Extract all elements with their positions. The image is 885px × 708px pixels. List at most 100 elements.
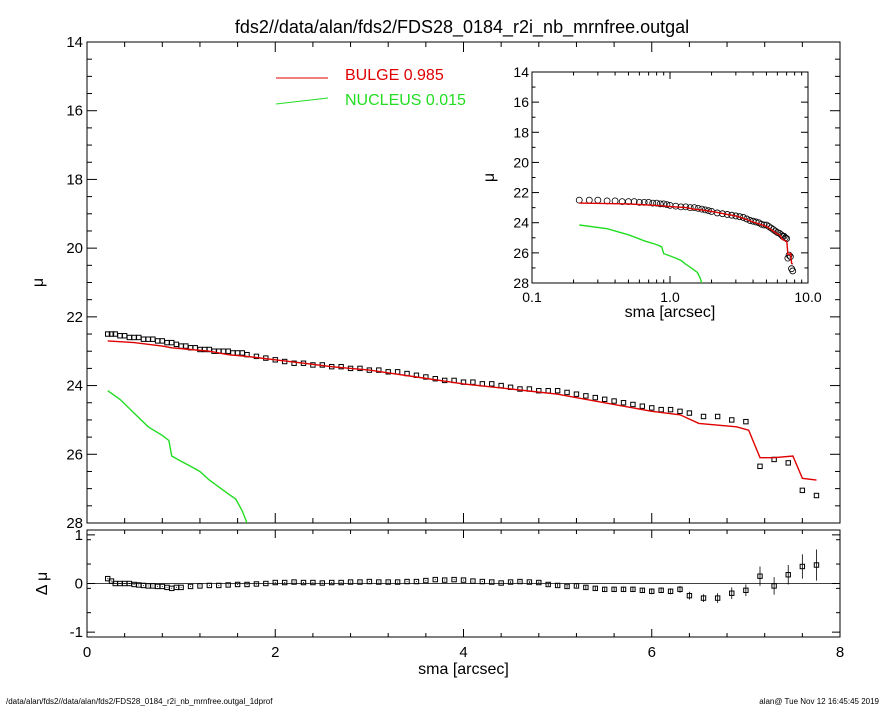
residual-series-residual-point xyxy=(404,578,410,585)
main-series-data-point xyxy=(183,343,189,349)
main-series-data-point xyxy=(667,406,674,413)
residual-series-residual-point xyxy=(225,582,231,588)
residual-series-residual-point xyxy=(460,577,467,583)
main-series-data-point xyxy=(140,336,147,342)
inset-ytick-label: 26 xyxy=(513,245,529,261)
residual-series-residual-point xyxy=(423,577,429,584)
main-ytick-label: 28 xyxy=(66,515,83,532)
main-series-data-point xyxy=(169,339,175,346)
main-ytick-label: 26 xyxy=(66,446,83,463)
residual-series-residual-point xyxy=(729,590,735,596)
residual-series-residual-point xyxy=(743,587,749,594)
main-series-data-point xyxy=(489,381,495,387)
residual-x-axis-label: sma [arcsec] xyxy=(418,661,509,678)
residual-series-residual-point xyxy=(357,579,363,585)
main-series-data-point xyxy=(126,334,133,341)
main-series-data-point xyxy=(658,406,664,413)
residual-series-residual-point xyxy=(338,579,344,586)
inset-y-axis-label: μ xyxy=(481,173,498,182)
main-series-data-point xyxy=(131,334,137,341)
main-panel: 14 16 18 20 22 24 26 28 μ xyxy=(30,34,841,532)
residual-series-residual-point xyxy=(630,586,636,593)
chart-title: fds2//data/alan/fds2/FDS28_0184_r2i_nb_m… xyxy=(235,17,689,38)
residual-xtick-label: 8 xyxy=(836,644,844,661)
residual-series-residual-point xyxy=(394,579,401,585)
residual-series-residual-point xyxy=(300,579,307,586)
main-series-data-point xyxy=(686,410,693,416)
residual-series-residual-point xyxy=(432,576,438,583)
main-series-data-point xyxy=(639,403,646,409)
main-series-data-point xyxy=(164,339,170,346)
residual-ytick-label: 1 xyxy=(75,527,83,544)
residual-series-residual-point xyxy=(507,579,514,585)
inset-x-axis-label: sma [arcsec] xyxy=(625,304,716,321)
inset-series-data-point xyxy=(594,196,602,204)
inset-ytick-label: 16 xyxy=(513,94,529,110)
inset-ytick-label: 18 xyxy=(513,124,529,140)
residual-series-residual-point xyxy=(658,587,664,594)
main-series-data-point xyxy=(239,350,246,356)
residual-series-residual-point xyxy=(813,562,820,568)
main-series-data-point xyxy=(813,492,820,499)
residual-series-residual-point xyxy=(216,582,222,589)
inset-series-data-point xyxy=(663,201,671,209)
main-series-data-point xyxy=(757,463,763,470)
residual-series-residual-point xyxy=(244,581,250,588)
inset-frame xyxy=(531,71,809,284)
residual-series-residual-point xyxy=(700,595,707,601)
residual-series-residual-point xyxy=(677,586,683,593)
main-series-data-point xyxy=(620,400,627,406)
residual-series-residual-point xyxy=(799,563,806,570)
residual-series-residual-point xyxy=(451,576,457,583)
main-ytick-label: 22 xyxy=(66,309,83,326)
main-series-data-point xyxy=(136,334,142,341)
inset-series-bulge-line xyxy=(579,202,794,265)
inset-series-data-point xyxy=(653,199,661,207)
residual-series-residual-point xyxy=(545,581,551,588)
residual-series-residual-point xyxy=(366,578,373,585)
main-series-data-point xyxy=(536,388,542,394)
residual-series-residual-point xyxy=(291,579,297,585)
residual-series-residual-point xyxy=(667,588,674,594)
inset-xtick-label: 10.0 xyxy=(794,289,821,305)
main-series-data-point xyxy=(432,376,438,382)
residual-series-residual-point xyxy=(592,585,598,592)
residual-series-residual-point xyxy=(479,578,486,585)
main-ytick-label: 18 xyxy=(66,171,83,188)
residual-series-residual-point xyxy=(281,579,288,586)
main-series-data-point xyxy=(253,353,260,360)
residual-series-residual-point xyxy=(178,584,184,591)
inset-series-data-point xyxy=(789,267,797,275)
residual-series-residual-point xyxy=(347,579,354,585)
main-series-data-point xyxy=(601,396,608,403)
main-series-bulge-line xyxy=(107,340,817,481)
main-series-data-point xyxy=(611,398,617,404)
residual-series-residual-point xyxy=(206,582,213,589)
inset-series-data-point xyxy=(575,196,583,204)
main-series-data-point xyxy=(729,417,735,423)
residual-series-residual-point xyxy=(376,579,382,585)
residual-series-residual-point xyxy=(601,586,608,593)
residual-series-residual-point xyxy=(263,580,269,587)
main-series-data-point xyxy=(105,331,111,337)
inset-xtick-label: 0.1 xyxy=(522,289,542,305)
main-series-nucleus-line xyxy=(107,390,248,523)
main-series-data-point xyxy=(714,413,721,420)
residual-series-residual-point xyxy=(470,578,476,584)
residual-series-residual-point xyxy=(573,583,580,589)
residual-series-residual-point xyxy=(329,579,335,586)
inset-ytick-label: 20 xyxy=(513,154,529,170)
inset-series-data-point xyxy=(660,200,668,208)
residual-xtick-label: 6 xyxy=(648,644,656,661)
residual-series-residual-point xyxy=(714,595,721,601)
residual-series-residual-point xyxy=(253,581,260,587)
main-series-data-point xyxy=(470,379,476,385)
main-plot-area xyxy=(105,331,820,523)
residual-series-residual-point xyxy=(413,578,420,585)
residual-series-residual-point xyxy=(187,583,194,590)
inset-series-data-point xyxy=(690,204,698,212)
main-series-data-point xyxy=(225,348,231,354)
main-series-data-point xyxy=(517,386,523,392)
residual-series-residual-point xyxy=(583,584,589,591)
main-series-data-point xyxy=(121,333,128,339)
